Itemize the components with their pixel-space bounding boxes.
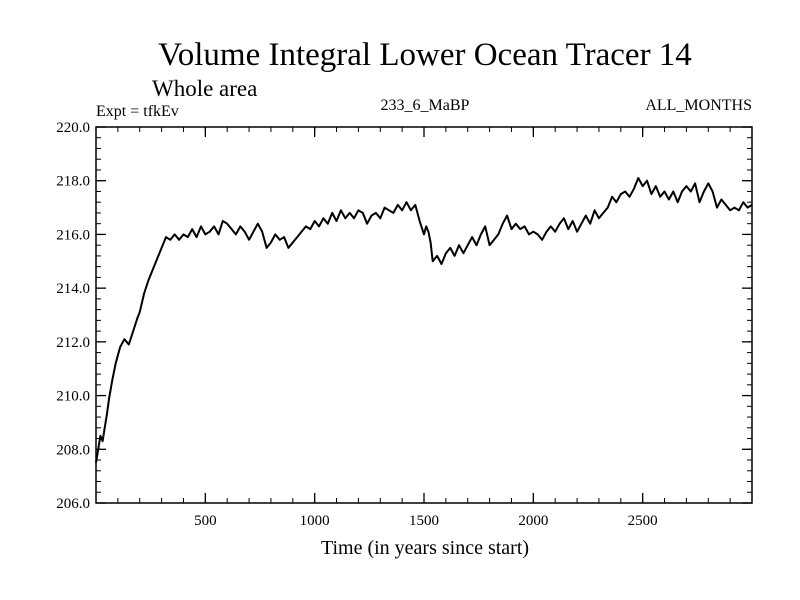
y-tick-label: 210.0: [56, 389, 90, 405]
y-tick-label: 216.0: [56, 227, 90, 243]
y-tick-label: 208.0: [56, 442, 90, 458]
y-tick-label: 206.0: [56, 496, 90, 512]
annotation-period: 233_6_MaBP: [381, 97, 470, 114]
annotation-months: ALL_MONTHS: [645, 97, 752, 114]
y-tick-label: 212.0: [56, 335, 90, 351]
annotation-expt: Expt = tfkEv: [96, 103, 179, 120]
y-tick-label: 220.0: [56, 120, 90, 136]
chart-subtitle: Whole area: [152, 76, 257, 101]
plot-area: 500 1000 1500 2000 2500 206.0 208.0 210.0 212.0 2…: [56, 120, 753, 529]
y-tick-label: 218.0: [56, 174, 90, 190]
chart-title: Volume Integral Lower Ocean Tracer 14: [158, 37, 692, 73]
x-tick-label: 500: [194, 513, 217, 529]
x-tick-label: 2500: [628, 513, 658, 529]
x-tick-label: 1000: [300, 513, 330, 529]
plot-frame: [95, 126, 753, 504]
y-tick-label: 214.0: [56, 281, 90, 297]
x-axis-label: Time (in years since start): [321, 537, 529, 559]
series-line: [95, 177, 753, 463]
x-tick-label: 1500: [409, 513, 439, 529]
x-tick-label: 2000: [518, 513, 548, 529]
